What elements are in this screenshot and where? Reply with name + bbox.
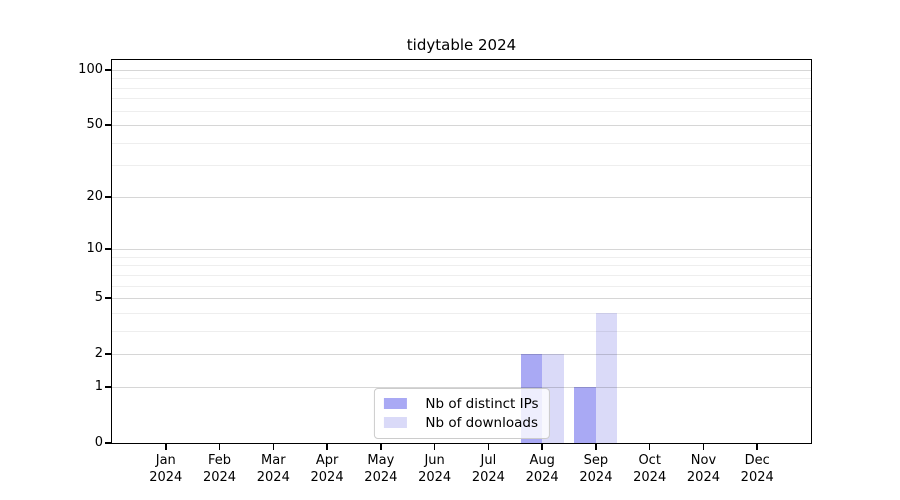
- x-tick-mark: [702, 444, 705, 450]
- y-tick-label: 20: [86, 188, 103, 204]
- legend-label-distinct-ips: Nb of distinct IPs: [425, 395, 539, 412]
- x-tick-mark: [272, 444, 275, 450]
- plot-area: Nb of distinct IPs Nb of downloads: [111, 59, 812, 444]
- x-tick-label: Jun 2024: [418, 453, 452, 485]
- x-tick-label: Jul 2024: [471, 453, 505, 485]
- gridline-major: [112, 196, 811, 198]
- x-tick-label: Aug 2024: [525, 453, 559, 485]
- y-tick-mark: [105, 386, 111, 388]
- legend-item-distinct-ips: Nb of distinct IPs: [383, 394, 539, 413]
- x-tick-label: Nov 2024: [686, 453, 720, 485]
- y-tick-label: 10: [86, 241, 103, 257]
- y-tick-label: 100: [78, 61, 103, 77]
- x-tick-label: Feb 2024: [202, 453, 237, 485]
- bar-downloads-sep-2024: [595, 312, 618, 443]
- gridline-minor: [112, 330, 811, 332]
- gridline-minor: [112, 256, 811, 258]
- x-tick-mark: [433, 444, 436, 450]
- y-tick-label: 2: [94, 346, 103, 362]
- x-tick-label: Sep 2024: [579, 453, 613, 485]
- gridline-major: [112, 386, 811, 388]
- gridline-minor: [112, 78, 811, 80]
- y-tick-mark: [105, 353, 111, 355]
- x-tick-mark: [541, 444, 543, 450]
- legend-item-downloads: Nb of downloads: [383, 413, 538, 432]
- y-tick-label: 1: [94, 378, 103, 394]
- gridline-major: [112, 125, 811, 127]
- x-tick-mark: [218, 444, 221, 450]
- gridline-major: [112, 298, 811, 300]
- x-tick-mark: [595, 444, 597, 450]
- gridline-minor: [112, 110, 811, 112]
- y-tick-mark: [105, 248, 111, 250]
- chart-title: tidytable 2024: [406, 36, 517, 54]
- y-tick-label: 0: [94, 435, 103, 450]
- y-tick-mark: [105, 442, 111, 444]
- y-tick-mark: [105, 68, 111, 71]
- gridline-minor: [112, 98, 811, 100]
- x-tick-mark: [380, 444, 382, 450]
- y-tick-label: 5: [94, 290, 103, 306]
- gridline-minor: [112, 165, 811, 167]
- x-tick-label: May 2024: [364, 453, 398, 485]
- gridline-minor: [112, 274, 811, 276]
- y-tick-mark: [105, 297, 111, 299]
- x-tick-mark: [648, 444, 651, 450]
- x-tick-mark: [756, 444, 759, 450]
- x-tick-mark: [164, 444, 167, 450]
- legend-swatch-downloads: [383, 417, 407, 428]
- gridline-major: [112, 249, 811, 251]
- x-tick-label: Mar 2024: [256, 453, 290, 485]
- bar-distinct-ips-sep-2024: [574, 386, 596, 443]
- gridline-minor: [112, 142, 811, 144]
- gridline-minor: [112, 312, 811, 314]
- legend: Nb of distinct IPs Nb of downloads: [373, 388, 550, 439]
- y-tick-mark: [105, 196, 111, 198]
- gridline-major: [112, 354, 811, 356]
- y-tick-label: 50: [86, 117, 103, 133]
- x-tick-label: Jan 2024: [149, 453, 183, 485]
- x-tick-label: Apr 2024: [310, 453, 344, 485]
- gridline-minor: [112, 285, 811, 287]
- x-tick-label: Oct 2024: [633, 453, 667, 485]
- gridline-minor: [112, 265, 811, 267]
- x-tick-mark: [326, 444, 328, 450]
- legend-swatch-distinct-ips: [383, 398, 407, 409]
- legend-label-downloads: Nb of downloads: [425, 414, 538, 431]
- gridline-minor: [112, 87, 811, 89]
- x-tick-label: Dec 2024: [740, 453, 774, 485]
- y-tick-mark: [105, 124, 111, 126]
- gridline-major: [112, 69, 811, 71]
- x-tick-mark: [487, 444, 490, 450]
